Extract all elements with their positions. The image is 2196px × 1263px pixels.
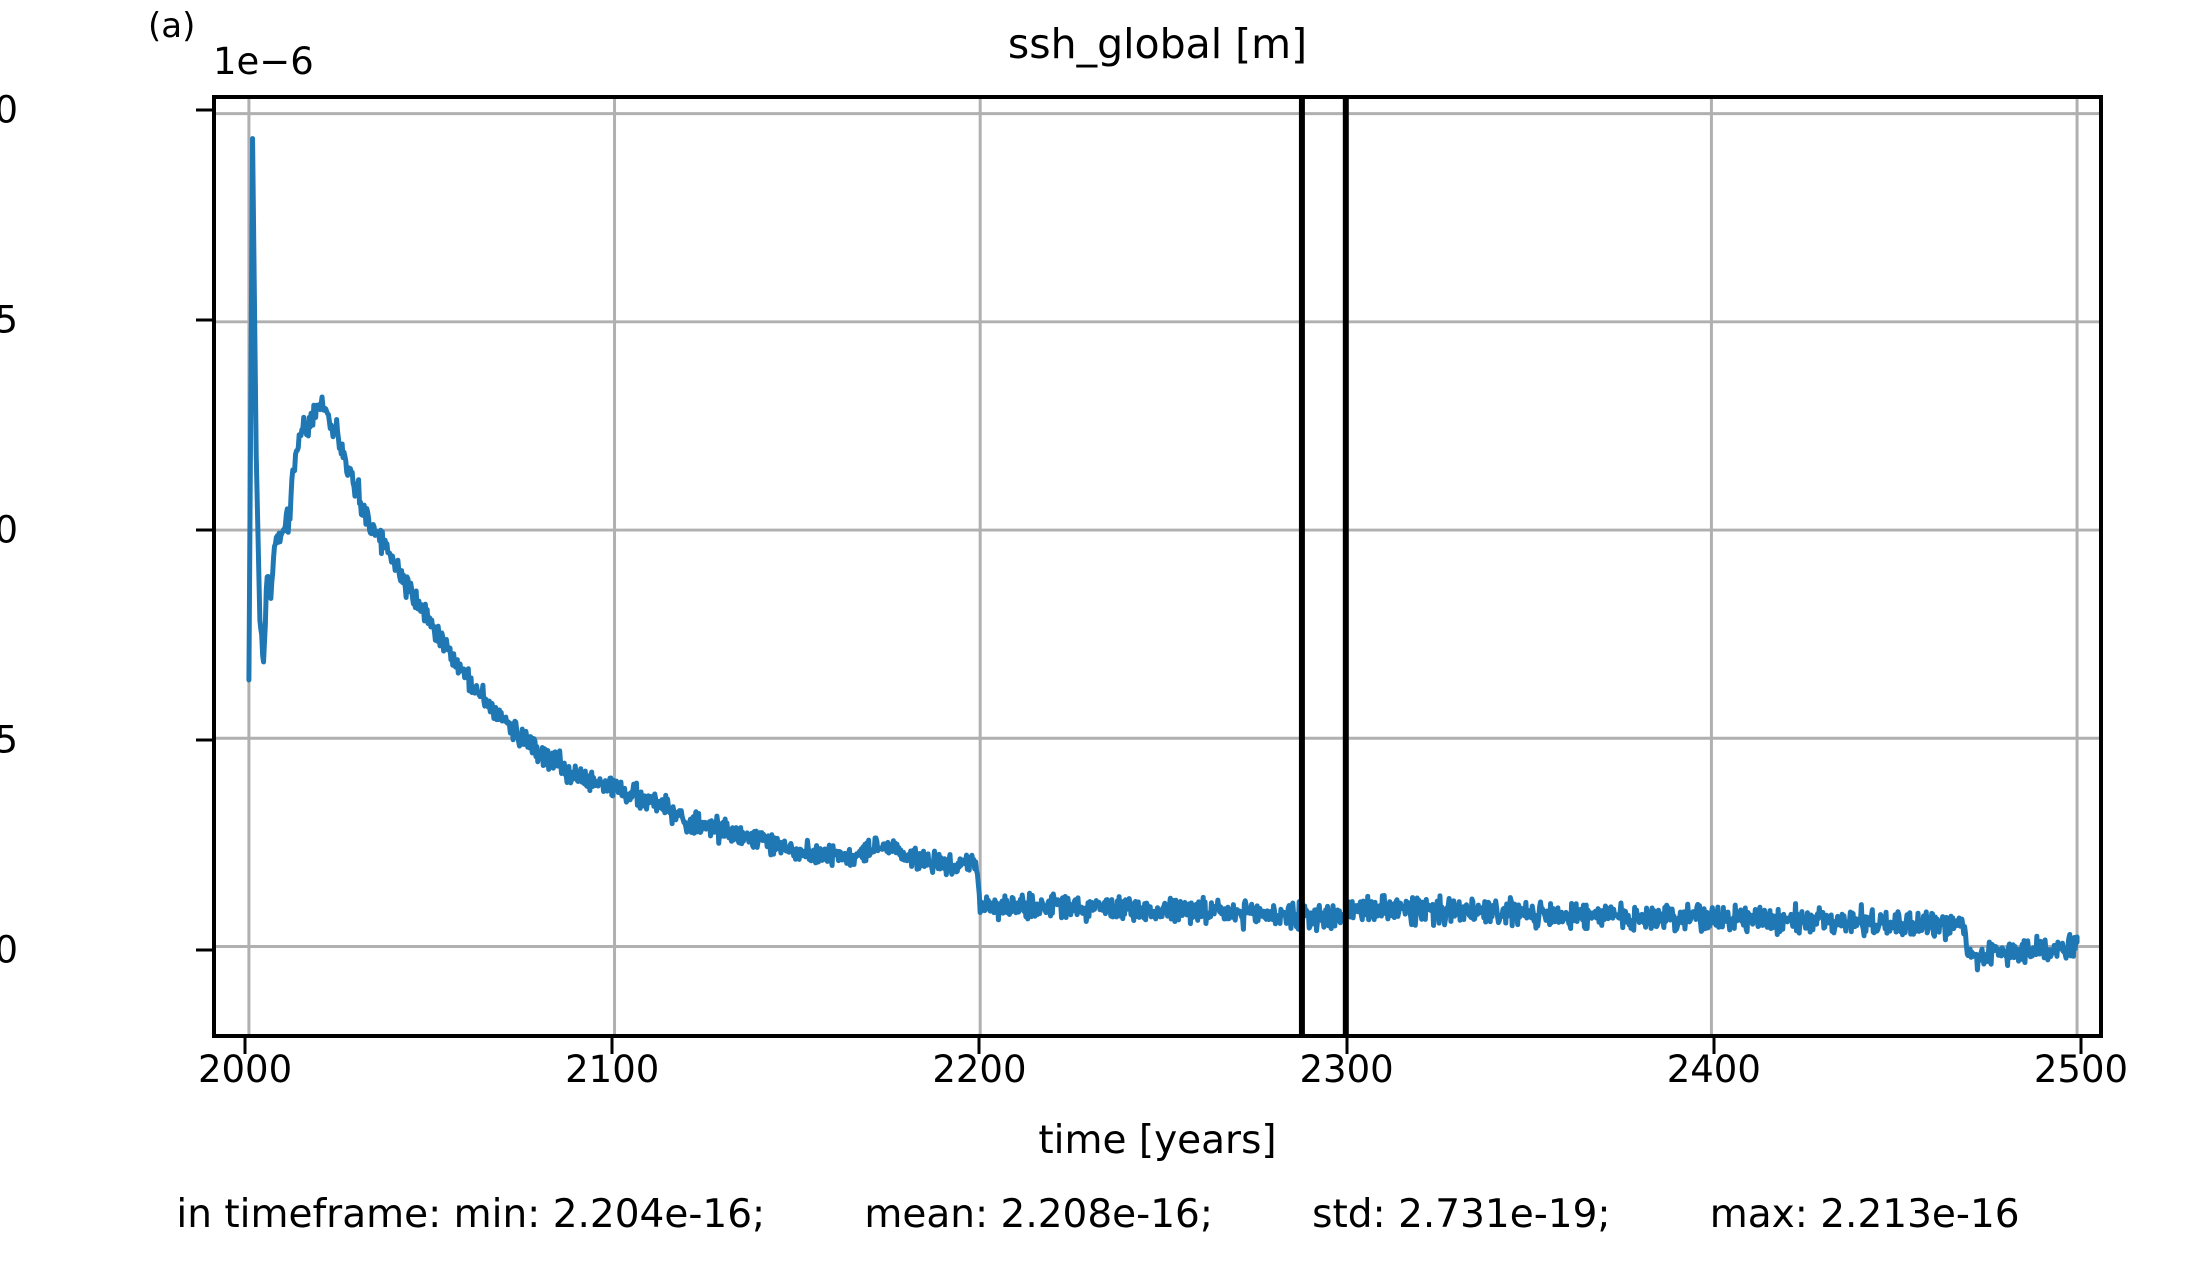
- y-tick-mark: [196, 528, 212, 532]
- x-axis-label: time [years]: [1038, 1118, 1277, 1163]
- y-tick-mark: [196, 318, 212, 322]
- x-tick-mark: [1712, 1038, 1716, 1054]
- y-tick-mark: [196, 948, 212, 952]
- plot-area: [212, 95, 2103, 1038]
- y-tick-mark: [196, 738, 212, 742]
- grid-lines: [216, 99, 2099, 1034]
- x-tick-mark: [610, 1038, 614, 1054]
- data-series-ssh-global: [246, 136, 2080, 973]
- x-tick-label: 2400: [1666, 1048, 1761, 1091]
- y-tick-label: 2.35: [0, 298, 18, 342]
- y-axis-offset-text: 1e−6: [213, 40, 314, 83]
- x-tick-label: 2200: [932, 1048, 1027, 1091]
- y-tick-label: 2.25: [0, 718, 18, 762]
- panel-label: (a): [148, 6, 196, 46]
- vertical-marker-lines: [1298, 99, 1349, 1034]
- y-tick-label: 2.30: [0, 508, 18, 552]
- x-tick-label: 2500: [2033, 1048, 2129, 1091]
- y-tick-mark: [196, 108, 212, 112]
- x-tick-mark: [977, 1038, 981, 1054]
- y-tick-label: 2.20: [0, 928, 18, 972]
- footer-statistics: in timeframe: min: 2.204e-16; mean: 2.20…: [176, 1192, 2020, 1237]
- x-tick-mark: [1345, 1038, 1349, 1054]
- x-tick-label: 2300: [1299, 1048, 1394, 1091]
- plot-svg: [216, 99, 2099, 1034]
- y-tick-label: 2.40: [0, 88, 18, 132]
- x-tick-label: 2100: [565, 1048, 660, 1091]
- page-title: ssh_global [m]: [1007, 20, 1308, 68]
- x-tick-label: 2000: [197, 1048, 293, 1091]
- x-tick-mark: [2079, 1038, 2083, 1054]
- x-tick-mark: [243, 1038, 247, 1054]
